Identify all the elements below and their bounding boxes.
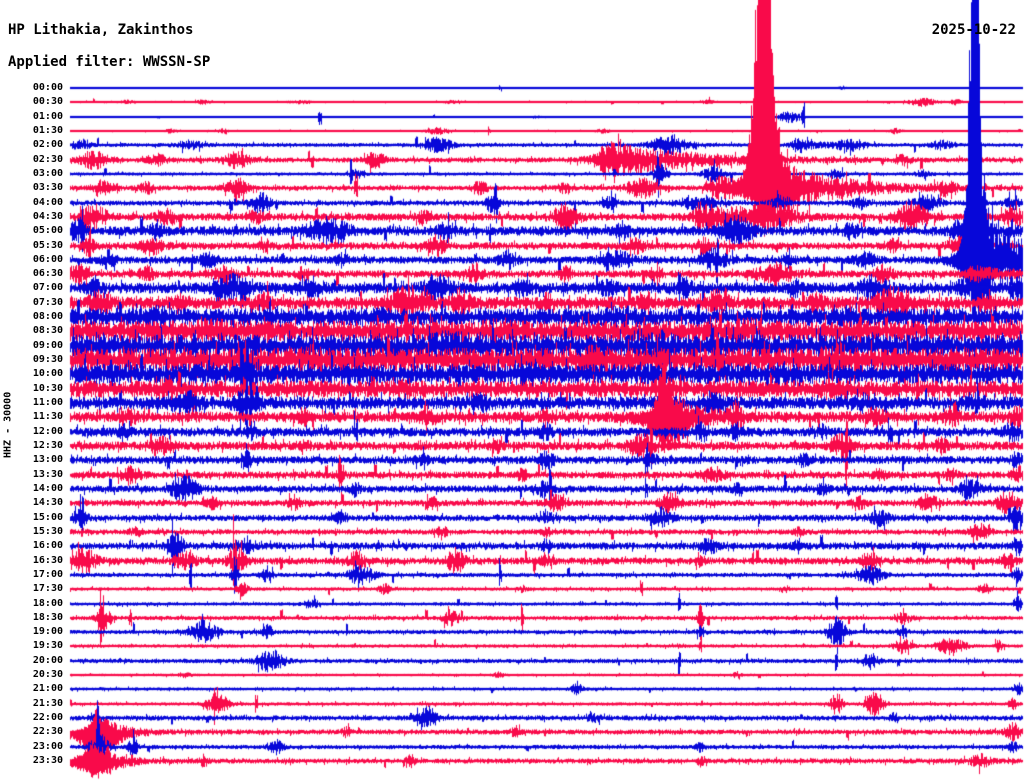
trace-time-label: 05:30 [32, 240, 63, 251]
trace-time-label: 06:30 [32, 268, 63, 279]
trace-time-label: 07:00 [32, 282, 63, 293]
trace-time-label: 07:30 [32, 297, 63, 308]
trace-time-label: 09:30 [32, 354, 63, 365]
trace-time-label: 18:00 [32, 598, 63, 609]
trace-time-label: 10:30 [32, 383, 63, 394]
trace-time-label: 02:30 [32, 154, 63, 165]
trace-time-label: 14:30 [32, 497, 63, 508]
trace-time-label: 12:30 [32, 440, 63, 451]
trace-time-label: 11:00 [32, 397, 63, 408]
trace-time-label: 16:30 [32, 555, 63, 566]
trace-time-label: 14:00 [32, 483, 63, 494]
trace-time-label: 22:00 [32, 712, 63, 723]
trace-time-label: 19:30 [32, 640, 63, 651]
trace-time-label: 00:30 [32, 96, 63, 107]
trace-time-label: 15:00 [32, 512, 63, 523]
trace-time-label: 18:30 [32, 612, 63, 623]
trace-time-label: 21:30 [32, 698, 63, 709]
trace-time-label: 01:30 [32, 125, 63, 136]
trace-time-label: 23:30 [32, 755, 63, 766]
trace-time-label: 00:00 [32, 82, 63, 93]
trace-time-label: 11:30 [32, 411, 63, 422]
trace-time-label: 05:00 [32, 225, 63, 236]
trace-time-label: 09:00 [32, 340, 63, 351]
trace-time-label: 17:30 [32, 583, 63, 594]
trace-time-label: 12:00 [32, 426, 63, 437]
trace-time-label: 20:30 [32, 669, 63, 680]
trace-time-label: 06:00 [32, 254, 63, 265]
trace-time-label: 22:30 [32, 726, 63, 737]
trace-time-label: 04:30 [32, 211, 63, 222]
trace-time-label: 03:00 [32, 168, 63, 179]
trace-time-label: 08:30 [32, 325, 63, 336]
trace-time-label: 21:00 [32, 683, 63, 694]
trace-time-label: 02:00 [32, 139, 63, 150]
trace-time-label: 19:00 [32, 626, 63, 637]
trace-time-label: 03:30 [32, 182, 63, 193]
trace-time-label: 08:00 [32, 311, 63, 322]
applied-filter-label: Applied filter: WWSSN-SP [8, 54, 211, 70]
trace-time-label: 13:00 [32, 454, 63, 465]
station-title: HP Lithakia, Zakinthos [8, 22, 194, 38]
trace-time-label: 15:30 [32, 526, 63, 537]
trace-time-label: 16:00 [32, 540, 63, 551]
date-label: 2025-10-22 [931, 22, 1016, 38]
trace-time-label: 10:00 [32, 368, 63, 379]
trace-time-label: 20:00 [32, 655, 63, 666]
trace-time-label: 17:00 [32, 569, 63, 580]
trace-time-label: 23:00 [32, 741, 63, 752]
trace-time-label: 01:00 [32, 111, 63, 122]
trace-time-label: 04:00 [32, 197, 63, 208]
trace-time-label: 13:30 [32, 469, 63, 480]
